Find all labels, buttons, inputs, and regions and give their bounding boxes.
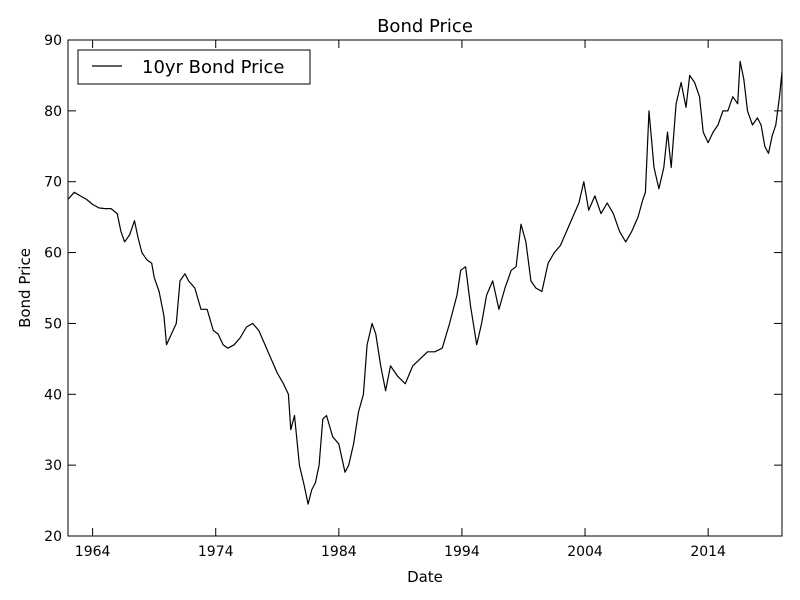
y-tick-label: 20 xyxy=(44,529,62,545)
y-tick-label: 70 xyxy=(44,175,62,191)
legend-box xyxy=(77,49,311,85)
y-tick-label: 90 xyxy=(44,33,62,49)
chart-title: Bond Price xyxy=(377,16,473,37)
x-tick-label: 2004 xyxy=(567,544,603,560)
legend: 10yr Bond Price xyxy=(77,49,311,85)
y-tick-label: 40 xyxy=(44,387,62,403)
x-tick-label: 1964 xyxy=(75,544,111,560)
y-tick-label: 30 xyxy=(44,458,62,474)
legend-label: 10yr Bond Price xyxy=(142,57,285,78)
plot-area xyxy=(67,60,783,505)
y-axis: 20 30 40 50 60 70 80 90 xyxy=(44,33,782,545)
series-line-10yr-bond-price xyxy=(67,60,783,505)
y-axis-label: Bond Price xyxy=(16,248,34,328)
x-axis-label: Date xyxy=(407,568,443,586)
x-tick-label: 1974 xyxy=(198,544,234,560)
x-tick-label: 1994 xyxy=(444,544,480,560)
y-tick-label: 50 xyxy=(44,316,62,332)
y-tick-label: 60 xyxy=(44,246,62,262)
plot-frame xyxy=(67,39,783,537)
x-tick-label: 1984 xyxy=(321,544,357,560)
x-tick-label: 2014 xyxy=(690,544,726,560)
y-tick-label: 80 xyxy=(44,104,62,120)
x-axis: 1964 1974 1984 1994 2004 2014 xyxy=(75,40,726,560)
